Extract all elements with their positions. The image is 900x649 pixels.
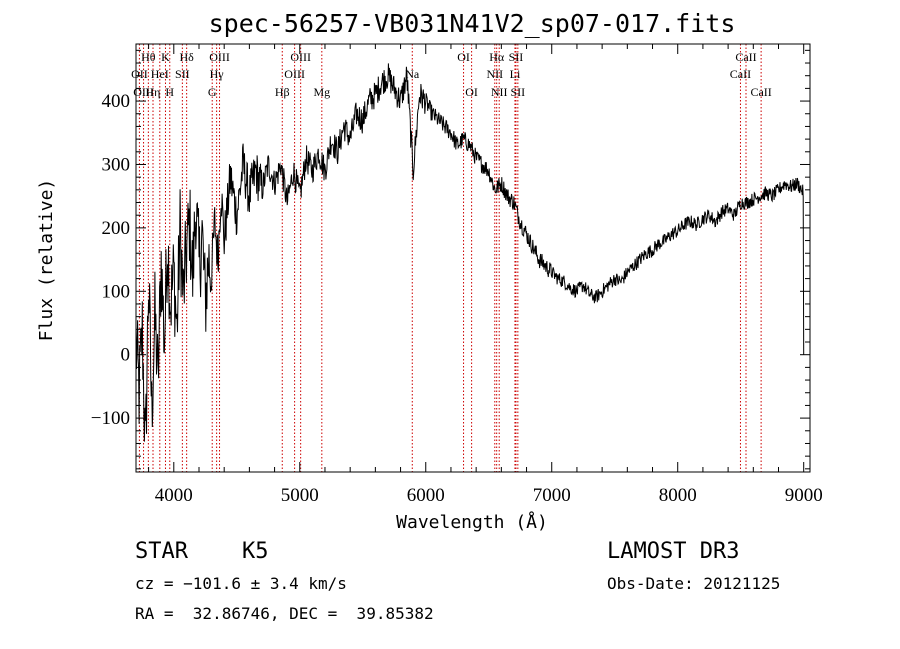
x-tick-label-9000: 9000 <box>785 485 823 506</box>
y-tick-label-0: 0 <box>121 345 131 366</box>
line-label-24: SII <box>511 85 526 99</box>
line-label-21: NII <box>491 85 508 99</box>
y-tick-label--100: −100 <box>91 408 130 429</box>
y-tick-label-100: 100 <box>102 281 131 302</box>
x-tick-label-7000: 7000 <box>533 485 571 506</box>
line-label-19: Hα <box>489 50 505 64</box>
line-label-25: CaII <box>735 50 756 64</box>
x-tick-label-8000: 8000 <box>659 485 697 506</box>
y-axis-label: Flux (relative) <box>36 179 57 342</box>
survey-label: LAMOST DR3 <box>607 539 740 564</box>
spectrum-line <box>135 63 805 442</box>
coordinates: RA = 32.86746, DEC = 39.85382 <box>135 604 434 623</box>
line-label-22: SII <box>509 50 524 64</box>
line-label-16: Na <box>405 67 420 81</box>
line-label-14: OIII <box>284 67 305 81</box>
x-tick-label-6000: 6000 <box>407 485 445 506</box>
plot-frame <box>135 43 811 473</box>
line-label-23: Li <box>510 67 521 81</box>
line-label-18: OI <box>465 85 478 99</box>
x-tick-label-5000: 5000 <box>281 485 319 506</box>
line-label-12: Hβ <box>275 85 290 99</box>
line-label-6: SII <box>175 67 190 81</box>
line-label-10: Hγ <box>210 67 225 81</box>
spectral-subclass: K5 <box>242 539 269 564</box>
spectral-line-markers <box>138 44 762 472</box>
x-axis-ticks: 4000 5000 6000 7000 8000 9000 <box>148 44 823 506</box>
line-label-20: NII <box>486 67 503 81</box>
line-label-7: H <box>165 85 174 99</box>
line-label-17: OI <box>457 50 470 64</box>
x-axis-label: Wavelength (Å) <box>396 511 548 533</box>
object-type: STAR <box>135 539 188 564</box>
chart-title: spec-56257-VB031N41V2_sp07-017.fits <box>209 9 736 38</box>
y-tick-label-200: 200 <box>102 218 131 239</box>
line-label-11: G <box>208 85 217 99</box>
y-tick-label-300: 300 <box>102 154 131 175</box>
x-tick-label-4000: 4000 <box>155 485 193 506</box>
line-label-3: K <box>161 50 170 64</box>
line-label-27: CaII <box>750 85 771 99</box>
y-axis-ticks: −100 0 100 200 300 400 <box>91 49 810 470</box>
line-label-0: Hθ <box>141 50 156 64</box>
line-label-4: HeI <box>151 67 169 81</box>
line-label-15: Mg <box>313 85 330 99</box>
observation-date: Obs-Date: 20121125 <box>607 574 781 593</box>
line-label-9: OIII <box>209 50 230 64</box>
line-label-5: Hη <box>146 85 161 99</box>
line-label-1: OII <box>131 67 148 81</box>
line-label-26: CaII <box>730 67 751 81</box>
line-label-13: OIII <box>290 50 311 64</box>
y-tick-label-400: 400 <box>102 91 131 112</box>
redshift-cz: cz = −101.6 ± 3.4 km/s <box>135 574 347 593</box>
line-label-8: Hδ <box>179 50 194 64</box>
